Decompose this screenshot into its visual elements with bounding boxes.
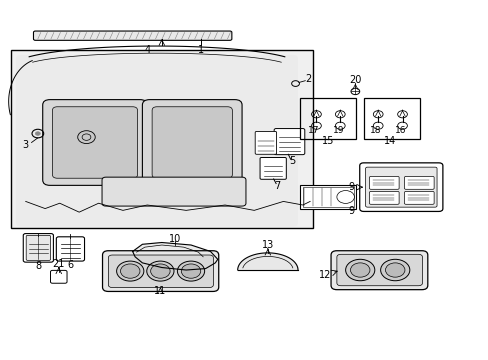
FancyBboxPatch shape [255, 131, 276, 154]
Circle shape [35, 132, 40, 135]
FancyBboxPatch shape [26, 235, 50, 260]
Bar [300, 98, 356, 139]
Circle shape [380, 259, 409, 281]
FancyBboxPatch shape [359, 163, 442, 211]
Circle shape [385, 263, 404, 277]
Bar [11, 50, 312, 228]
Circle shape [350, 263, 369, 277]
FancyBboxPatch shape [260, 157, 286, 179]
FancyBboxPatch shape [16, 55, 297, 226]
Text: 21: 21 [53, 259, 65, 269]
Bar [363, 98, 419, 139]
FancyBboxPatch shape [274, 129, 304, 155]
FancyBboxPatch shape [56, 237, 84, 261]
Text: 17: 17 [307, 126, 319, 135]
Text: 1: 1 [197, 45, 203, 55]
Text: 20: 20 [348, 75, 361, 85]
Circle shape [177, 261, 204, 281]
FancyBboxPatch shape [23, 234, 53, 262]
Circle shape [116, 261, 143, 281]
Text: 2: 2 [305, 74, 311, 84]
FancyBboxPatch shape [142, 100, 242, 185]
Text: 10: 10 [169, 234, 181, 244]
Text: 5: 5 [288, 157, 295, 166]
FancyBboxPatch shape [50, 270, 67, 283]
Text: 11: 11 [154, 287, 166, 296]
FancyBboxPatch shape [330, 251, 427, 290]
Text: 3: 3 [22, 140, 29, 150]
FancyBboxPatch shape [404, 176, 433, 189]
FancyBboxPatch shape [108, 255, 213, 288]
FancyBboxPatch shape [336, 254, 422, 286]
Circle shape [120, 264, 140, 278]
Text: 15: 15 [321, 136, 334, 147]
FancyBboxPatch shape [33, 31, 231, 40]
Bar [300, 185, 356, 208]
Text: 18: 18 [369, 126, 381, 135]
Text: 7: 7 [274, 181, 280, 191]
FancyBboxPatch shape [102, 251, 218, 292]
Text: 16: 16 [394, 126, 406, 135]
FancyBboxPatch shape [365, 167, 436, 207]
Text: 13: 13 [261, 240, 273, 250]
Text: 4: 4 [144, 45, 150, 55]
Circle shape [146, 261, 174, 281]
FancyBboxPatch shape [42, 100, 147, 185]
Bar [302, 187, 353, 207]
Text: 9: 9 [347, 182, 354, 192]
FancyBboxPatch shape [152, 107, 232, 178]
Text: 8: 8 [35, 261, 41, 271]
FancyBboxPatch shape [369, 192, 398, 204]
Text: 12: 12 [318, 270, 330, 280]
FancyBboxPatch shape [369, 176, 398, 189]
FancyBboxPatch shape [404, 192, 433, 204]
Circle shape [150, 264, 170, 278]
Circle shape [181, 264, 201, 278]
Polygon shape [132, 243, 217, 270]
Text: 19: 19 [332, 126, 344, 135]
Circle shape [345, 259, 374, 281]
Text: 14: 14 [384, 136, 396, 147]
FancyBboxPatch shape [52, 107, 137, 178]
Text: 6: 6 [67, 260, 73, 270]
FancyBboxPatch shape [102, 177, 245, 206]
Text: 9: 9 [347, 206, 354, 216]
